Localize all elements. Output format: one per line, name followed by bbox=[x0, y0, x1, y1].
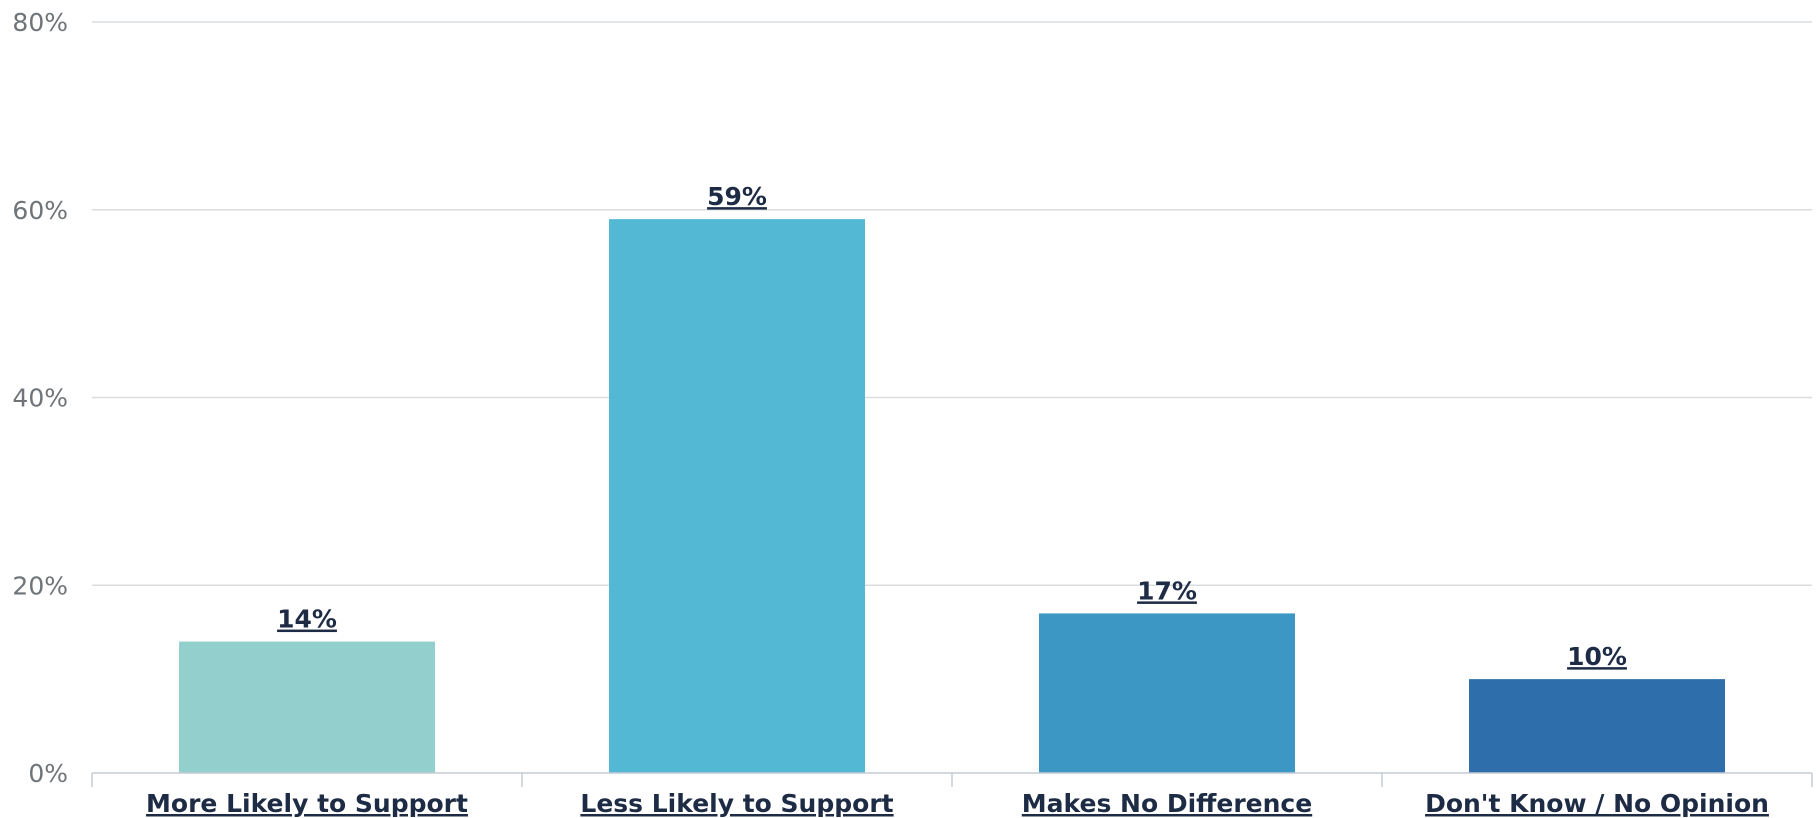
category-label: Don't Know / No Opinion bbox=[1425, 789, 1769, 818]
category-labels: More Likely to Support Less Likely to Sup… bbox=[146, 789, 1769, 818]
bar bbox=[609, 219, 865, 773]
category-label: More Likely to Support bbox=[146, 789, 468, 818]
y-tick-label: 20% bbox=[12, 571, 68, 600]
y-tick-label: 0% bbox=[28, 759, 68, 788]
data-label: 17% bbox=[1137, 576, 1197, 605]
bar bbox=[1039, 613, 1295, 773]
gridlines bbox=[92, 21, 1812, 586]
bar bbox=[1469, 679, 1725, 773]
bars bbox=[179, 219, 1725, 773]
category-label: Less Likely to Support bbox=[580, 789, 893, 818]
data-label: 10% bbox=[1567, 642, 1627, 671]
data-label: 14% bbox=[277, 605, 337, 634]
y-tick-label: 40% bbox=[12, 384, 68, 413]
y-tick-label: 80% bbox=[12, 8, 68, 37]
x-axis bbox=[91, 772, 1813, 787]
data-label: 59% bbox=[707, 182, 767, 211]
data-labels: 14% 59% 17% 10% bbox=[277, 182, 1627, 671]
category-label: Makes No Difference bbox=[1022, 789, 1312, 818]
bar bbox=[179, 641, 435, 773]
y-axis-ticks: 0% 20% 40% 60% 80% bbox=[12, 8, 68, 788]
y-tick-label: 60% bbox=[12, 196, 68, 225]
